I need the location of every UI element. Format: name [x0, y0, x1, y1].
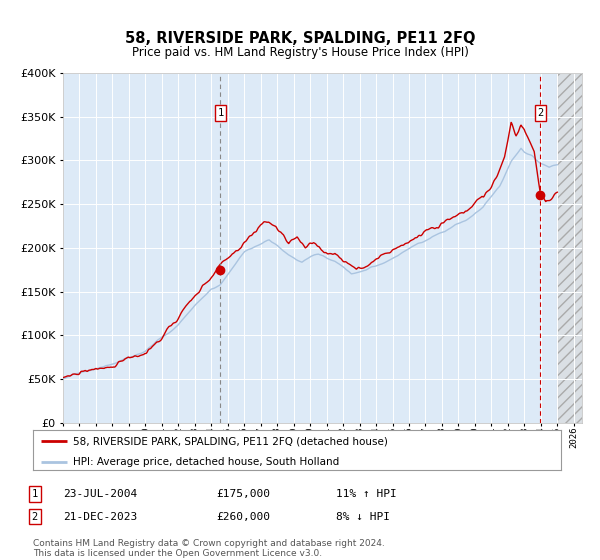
Text: 23-JUL-2004: 23-JUL-2004: [63, 489, 137, 499]
Text: Price paid vs. HM Land Registry's House Price Index (HPI): Price paid vs. HM Land Registry's House …: [131, 46, 469, 59]
Bar: [557, 73, 582, 423]
Text: £175,000: £175,000: [216, 489, 270, 499]
Text: 58, RIVERSIDE PARK, SPALDING, PE11 2FQ: 58, RIVERSIDE PARK, SPALDING, PE11 2FQ: [125, 31, 475, 46]
Text: 11% ↑ HPI: 11% ↑ HPI: [336, 489, 397, 499]
Text: 2: 2: [537, 108, 544, 118]
Text: HPI: Average price, detached house, South Holland: HPI: Average price, detached house, Sout…: [73, 456, 339, 466]
Text: 1: 1: [32, 489, 38, 499]
Text: 21-DEC-2023: 21-DEC-2023: [63, 512, 137, 522]
Bar: [557, 73, 582, 423]
Text: 2: 2: [32, 512, 38, 522]
Text: 8% ↓ HPI: 8% ↓ HPI: [336, 512, 390, 522]
Text: £260,000: £260,000: [216, 512, 270, 522]
Text: This data is licensed under the Open Government Licence v3.0.: This data is licensed under the Open Gov…: [33, 549, 322, 558]
Text: 1: 1: [217, 108, 224, 118]
Text: Contains HM Land Registry data © Crown copyright and database right 2024.: Contains HM Land Registry data © Crown c…: [33, 539, 385, 548]
Text: 58, RIVERSIDE PARK, SPALDING, PE11 2FQ (detached house): 58, RIVERSIDE PARK, SPALDING, PE11 2FQ (…: [73, 436, 388, 446]
